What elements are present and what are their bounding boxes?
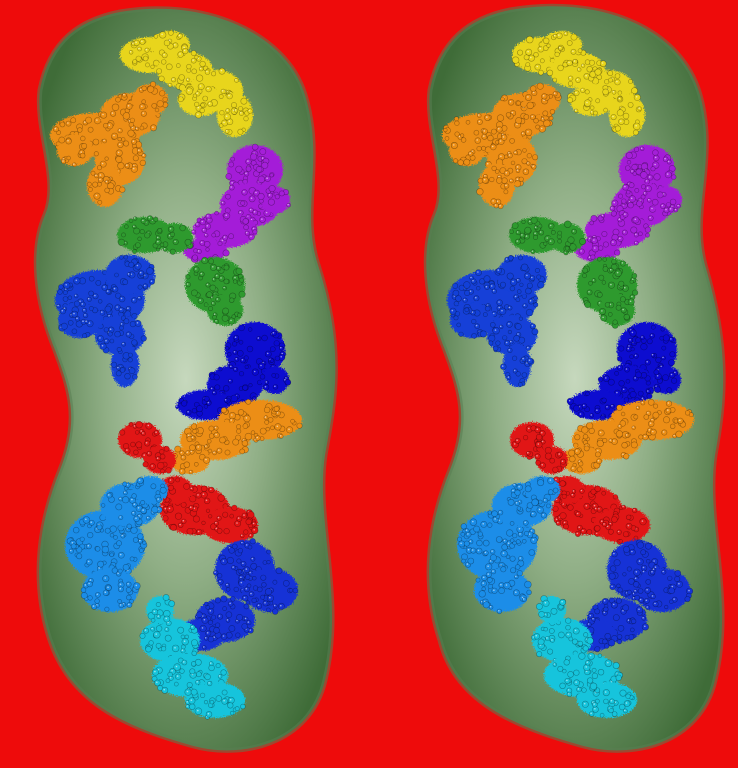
red-subunit-small [510,422,568,474]
blue-subunit-left [447,255,547,387]
lightblue-subunit [457,476,560,615]
purple-subunit [183,143,291,264]
subunit-group-left [50,30,303,720]
yellow-subunit [120,30,253,137]
blue-subunit-left [55,254,155,387]
lightblue-subunit [65,476,168,612]
red-subunit-center [549,476,650,545]
red-subunit-center [156,476,259,543]
purple-subunit [575,145,682,262]
navy-subunit [175,322,292,421]
right-view [423,3,726,753]
orange-subunit-middle [170,398,303,475]
cyan-subunit [531,595,637,718]
orange-subunit-top [442,82,562,210]
green-subunit-right [577,256,639,329]
subunit-group-right [442,31,694,718]
orange-subunit-middle [562,398,694,474]
red-subunit-small [118,421,176,474]
navy-subunit [566,322,681,421]
cyan-subunit [139,594,246,720]
green-subunit-right [185,256,246,326]
green-subunit-left [509,216,587,256]
yellow-subunit [512,31,645,137]
left-view [33,6,338,753]
green-subunit-left [117,215,194,255]
orange-subunit-top [50,81,169,207]
